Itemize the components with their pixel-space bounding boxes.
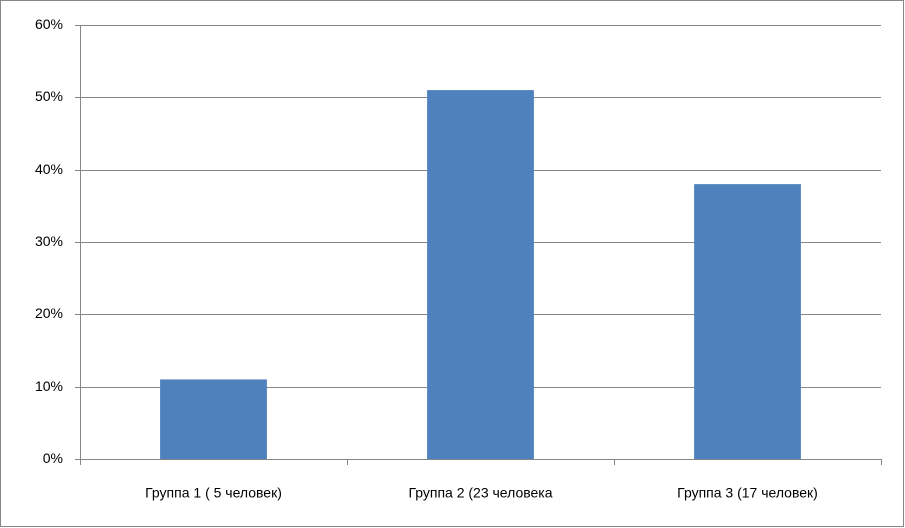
- bar: [160, 379, 267, 459]
- y-tick-label: 60%: [35, 16, 63, 32]
- y-tick-label: 30%: [35, 233, 63, 249]
- y-tick-label: 20%: [35, 305, 63, 321]
- bar: [427, 90, 534, 459]
- y-tick-label: 10%: [35, 378, 63, 394]
- x-tick-label: Группа 3 (17 человек): [677, 485, 818, 501]
- x-tick-label: Группа 1 ( 5 человек): [145, 485, 282, 501]
- y-tick-label: 40%: [35, 161, 63, 177]
- x-tick-label: Группа 2 (23 человека: [408, 485, 552, 501]
- y-tick-label: 0%: [43, 450, 63, 466]
- bar: [694, 184, 801, 459]
- y-tick-label: 50%: [35, 88, 63, 104]
